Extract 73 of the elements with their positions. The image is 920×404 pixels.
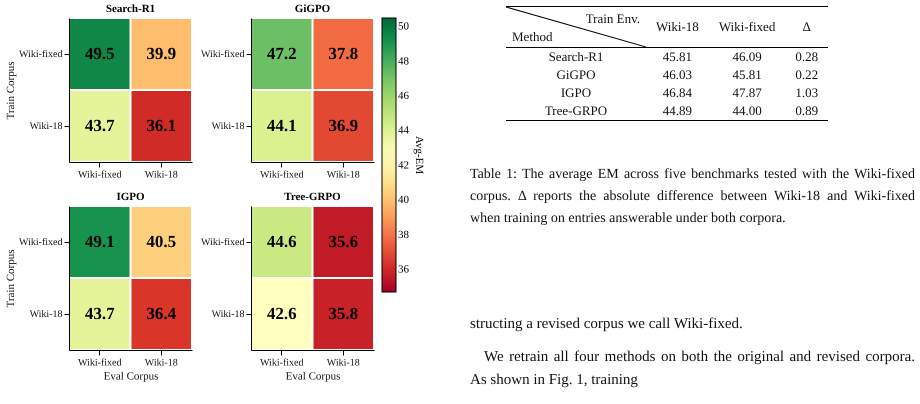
- data-label: 40.5: [146, 232, 176, 251]
- x-tick-label: Wiki-18: [326, 170, 360, 180]
- text: Train Env.: [586, 11, 640, 27]
- text: We retrain all four methods on both the original and revised corpora. As shown in Fig. 1, training: [470, 348, 915, 390]
- color-bar-label: 42: [398, 159, 409, 172]
- y-tick-label: Wiki-18: [30, 121, 62, 132]
- text: 47.87: [731, 84, 763, 102]
- data-label: 42.6: [266, 304, 297, 323]
- text: Tree-GRPO: [544, 102, 608, 120]
- color-bar-title: Avg-EM: [413, 136, 425, 174]
- data-label: 39.9: [146, 44, 176, 63]
- y-tick-label: Wiki-fixed: [201, 49, 244, 60]
- color-bar-label: 46: [398, 90, 410, 102]
- text: Method: [512, 29, 552, 45]
- x-tick-label: Wiki-18: [326, 358, 360, 368]
- chart-title: Search-R1: [106, 3, 156, 15]
- data-label: 36.9: [328, 116, 358, 135]
- data-label: 43.7: [84, 116, 116, 135]
- y-tick-label: Wiki-18: [212, 121, 244, 132]
- color-bar-label: 36: [398, 263, 410, 276]
- y-axis-title: Train Corpus: [5, 62, 18, 120]
- text: Wiki-18: [655, 18, 700, 36]
- x-tick-label: Wiki-fixed: [260, 358, 304, 368]
- data-label: 47.2: [266, 44, 297, 63]
- data-label: 44.1: [266, 116, 297, 135]
- chart-title: Tree-GRPO: [284, 191, 342, 203]
- text: 0.22: [794, 66, 820, 84]
- x-axis-title: Eval Corpus: [104, 370, 158, 382]
- color-bar-label: 48: [398, 55, 410, 68]
- chart-title: GiGPO: [294, 3, 331, 15]
- text: 46.03: [662, 66, 694, 84]
- text: Search-R1: [548, 48, 604, 66]
- x-tick-label: Wiki-fixed: [78, 358, 122, 368]
- text: 46.09: [731, 48, 763, 66]
- y-tick-label: Wiki-fixed: [201, 237, 244, 248]
- x-tick-label: Wiki-18: [144, 358, 178, 368]
- text: Wiki-fixed: [718, 18, 776, 36]
- text: Δ: [802, 18, 812, 36]
- text: 0.28: [794, 48, 820, 66]
- text: 45.81: [662, 48, 694, 66]
- data-label: 36.4: [146, 304, 177, 323]
- y-tick-label: Wiki-fixed: [19, 49, 62, 60]
- data-label: 44.6: [266, 232, 297, 251]
- x-tick-label: Wiki-fixed: [260, 170, 304, 180]
- text: structing a revised corpus we call Wiki-fixed.: [470, 316, 743, 333]
- text: 1.03: [794, 84, 820, 102]
- caption: Table 1: The average EM across five benchmarks tested with the Wiki-fixed corpus. Δ reports the absolute difference between Wiki-18 and Wiki-fixed when training on entries answerable under both corpora.: [470, 166, 915, 228]
- chart-title: IGPO: [116, 191, 145, 203]
- y-tick-label: Wiki-18: [30, 309, 62, 320]
- y-tick-label: Wiki-fixed: [19, 237, 62, 248]
- text: 44.00: [731, 102, 763, 120]
- text: GiGPO: [555, 66, 596, 84]
- text: 46.84: [662, 84, 694, 102]
- text: IGPO: [560, 84, 592, 102]
- data-label: 36.1: [146, 116, 176, 135]
- color-bar-label: 44: [398, 124, 410, 137]
- color-bar-label: 38: [398, 228, 410, 241]
- x-tick-label: Wiki-18: [144, 170, 178, 180]
- y-tick-label: Wiki-18: [212, 309, 244, 320]
- text: 45.81: [731, 66, 763, 84]
- data-label: 43.7: [84, 304, 116, 323]
- x-tick-label: Wiki-fixed: [78, 170, 122, 180]
- text: 44.89: [662, 102, 694, 120]
- color-bar-label: 50: [398, 20, 410, 33]
- y-axis-title: Train Corpus: [5, 250, 18, 308]
- data-label: 49.1: [84, 232, 115, 251]
- data-label: 49.5: [84, 44, 115, 63]
- x-axis-title: Eval Corpus: [286, 370, 340, 382]
- color-bar-label: 40: [398, 194, 410, 206]
- data-label: 35.6: [328, 232, 358, 251]
- data-label: 37.8: [328, 44, 358, 63]
- text: 0.89: [794, 102, 820, 120]
- data-label: 35.8: [328, 304, 358, 323]
